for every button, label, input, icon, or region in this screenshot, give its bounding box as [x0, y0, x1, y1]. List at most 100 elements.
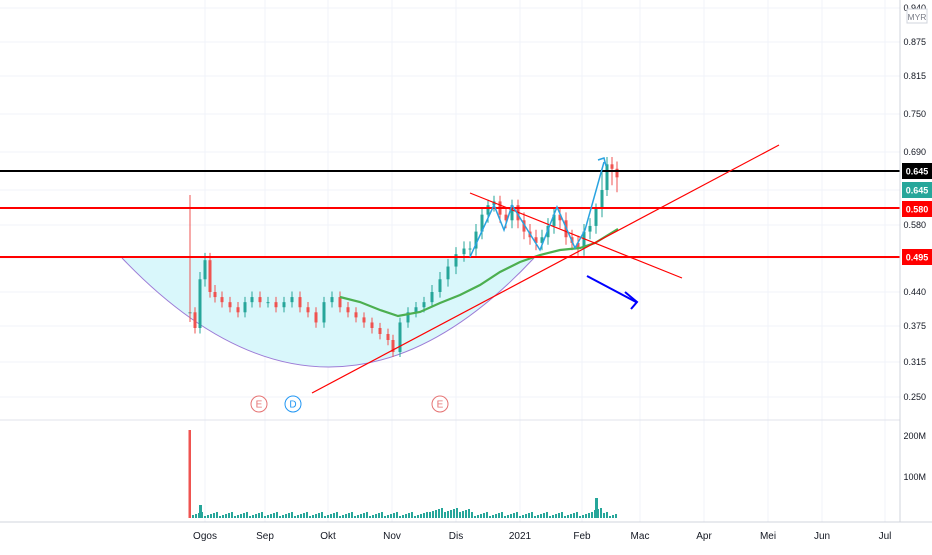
volume-bar [390, 514, 392, 518]
candle-body [510, 205, 514, 221]
volume-bar [561, 512, 563, 518]
candle-body [220, 297, 224, 303]
candle-body [600, 190, 604, 209]
volume-bar [471, 512, 473, 518]
candle-body [274, 302, 278, 308]
cup-pattern-shape [122, 258, 534, 367]
event-marker[interactable] [431, 395, 449, 413]
volume-bar [195, 514, 197, 518]
volume-bar [447, 511, 449, 518]
volume-bar [249, 516, 251, 518]
time-tick-label: Okt [320, 531, 336, 542]
zigzag-pattern[interactable] [469, 161, 605, 258]
event-marker-label: D [289, 400, 296, 411]
event-marker[interactable] [284, 395, 302, 413]
price-tick-label: 0.690 [903, 147, 926, 157]
volume-bar [303, 513, 305, 518]
candle-body [446, 266, 450, 280]
time-axis[interactable]: Ogos Sep Okt Nov Dis 2021 Feb Mac Apr Mei Jun Jul [193, 531, 891, 542]
event-marker-label: E [256, 400, 263, 411]
price-tick-label: 0.580 [903, 220, 926, 230]
candle-body [422, 302, 426, 308]
volume-bar [459, 512, 461, 518]
volume-bar [267, 515, 269, 518]
volume-bar [474, 516, 476, 518]
volume-bar [429, 512, 431, 518]
price-tick-label: 0.315 [903, 357, 926, 367]
volume-bar [462, 511, 464, 518]
volume-bar [192, 515, 194, 518]
volume-bar [237, 515, 239, 518]
candle-body [398, 322, 402, 352]
volume-bar [228, 513, 230, 518]
rising-trendline[interactable] [311, 144, 780, 394]
volume-bar [288, 513, 290, 518]
volume-bar [567, 515, 569, 518]
volume-bar [324, 516, 326, 518]
volume-bar [243, 513, 245, 518]
volume-bar [609, 516, 611, 518]
volume-bar [546, 512, 548, 518]
candle-body [588, 225, 592, 232]
price-tick-label: 0.440 [903, 287, 926, 297]
volume-bar [543, 513, 545, 518]
volume-bar [549, 516, 551, 518]
volume-bar [489, 516, 491, 518]
volume-bar [411, 512, 413, 518]
volume-bar [453, 509, 455, 518]
volume-bar [327, 515, 329, 518]
volume-bar [531, 512, 533, 518]
time-tick-label: Mac [631, 531, 650, 542]
volume-bar [199, 505, 202, 518]
candle-body [594, 209, 598, 226]
candle-body [462, 248, 466, 255]
event-marker[interactable] [250, 395, 268, 413]
forecast-arrowhead [624, 291, 639, 310]
price-labels: 0.645 0.645 0.580 0.495 [902, 163, 932, 265]
falling-trendline[interactable] [469, 192, 683, 279]
volume-bar [225, 514, 227, 518]
price-label-box [902, 163, 932, 179]
volume-bar [480, 514, 482, 518]
volume-bar [414, 516, 416, 518]
candle-body [552, 214, 556, 226]
forecast-arrow[interactable] [586, 275, 637, 303]
volume-tick-label: 100M [903, 472, 926, 482]
volume-bar [369, 516, 371, 518]
volume-bar [276, 512, 278, 518]
candle-body [610, 164, 614, 169]
volume-bar [573, 513, 575, 518]
volume-bar [477, 515, 479, 518]
volume-bar [492, 515, 494, 518]
volume-bar [465, 510, 467, 518]
time-tick-label: Nov [383, 531, 401, 542]
volume-bar [354, 516, 356, 518]
volume-bar [381, 512, 383, 518]
volume-bar [393, 513, 395, 518]
volume-bar [423, 513, 425, 518]
volume-bar [483, 513, 485, 518]
volume-bar [234, 516, 236, 518]
candle-body [454, 254, 458, 267]
volume-bar [240, 514, 242, 518]
volume-bar [306, 512, 308, 518]
candle-body [480, 214, 484, 232]
volume-bar [339, 516, 341, 518]
cup-pattern-edge [121, 257, 535, 368]
volume-bar [495, 514, 497, 518]
zigzag-arrowhead [597, 157, 607, 167]
volume-bar [357, 515, 359, 518]
volume-bar [585, 514, 587, 518]
price-label-text: 0.495 [906, 253, 929, 263]
price-label-box [902, 182, 932, 198]
volume-bar [486, 512, 488, 518]
volume-series [188, 430, 617, 518]
volume-bar [456, 508, 458, 518]
volume-bar [309, 516, 311, 518]
volume-bar [294, 516, 296, 518]
volume-bar [342, 515, 344, 518]
volume-bar [255, 514, 257, 518]
volume-bar [387, 515, 389, 518]
